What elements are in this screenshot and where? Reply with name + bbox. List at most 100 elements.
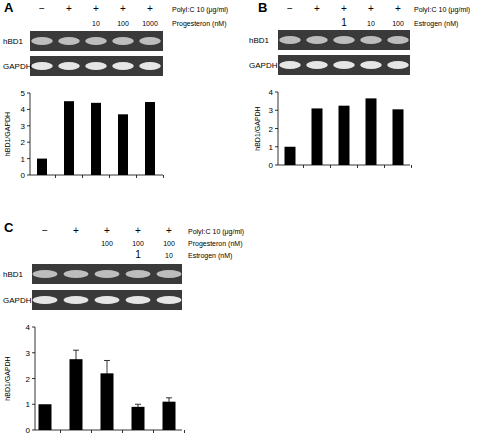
y-tick-label: 4 [26,323,31,332]
error-cap [166,405,172,406]
gel-band [360,36,382,44]
y-tick [32,430,35,431]
gel-label: GAPDH [3,62,32,71]
treatment-label: Progesteron (nM) [172,20,226,28]
x-tick [303,165,304,168]
bar [312,108,323,165]
error-cap [135,409,141,410]
gel-label: hBD1 [3,37,24,46]
treatment-cell: 1 [135,249,141,260]
gel-band [95,270,120,278]
x-tick [91,430,92,433]
error-bar [73,350,79,368]
treatment-cell: + [66,3,72,14]
y-tick-label: 3 [21,122,26,131]
treatment-cell: + [341,3,347,14]
treatment-cell: 100 [117,20,129,27]
bar [163,402,176,430]
x-tick [153,430,154,433]
gel-band [157,296,182,304]
gel-background [278,55,410,75]
y-tick [32,378,35,379]
gel-band [387,61,409,69]
gel-band [31,37,53,45]
gel-band [64,270,89,278]
treatment-cell: + [93,3,99,14]
gel-band [139,37,161,45]
bar [64,101,74,175]
error-cap [104,360,110,361]
gel-band [112,37,134,45]
gel-background [32,264,182,284]
gel-band [360,61,382,69]
y-tick-label: 1 [269,143,274,152]
gel-label: hBD1 [249,36,270,45]
x-tick [184,430,185,433]
error-cap [135,404,141,405]
x-tick [411,165,412,168]
treatment-cell: 100 [392,20,404,27]
treatment-cell: 1 [341,17,347,28]
treatment-cell: + [135,225,141,236]
panel: A−++++PolyI:C 10 (μg/ml)101001000Progest… [3,0,228,180]
gel-band [333,36,355,44]
y-tick-label: 2 [269,125,274,134]
y-tick-label: 4 [269,88,274,97]
y-tick [275,146,278,147]
gel-background [30,31,163,51]
error-cap [166,397,172,398]
treatment-cell: 1000 [142,20,158,27]
treatment-cell: 100 [101,240,113,247]
panel-label: B [258,0,267,15]
x-tick [55,175,56,178]
gel-band [157,270,182,278]
treatment-label: PolyI:C 10 (μg/ml) [172,6,228,14]
x-tick [60,430,61,433]
y-axis-label: hBD1/GAPDH [4,112,11,156]
gel-background [32,290,182,310]
panel: B−++++PolyI:C 10 (μg/ml)110100Estrogen (… [249,0,470,170]
panel-label: A [4,0,14,15]
y-tick [27,109,30,110]
treatment-cell: − [39,3,45,14]
treatment-cell: 10 [367,20,375,27]
bar [39,404,52,430]
y-tick [27,158,30,159]
y-tick [32,404,35,405]
gel-background [30,56,163,76]
x-tick [109,175,110,178]
gel-band [95,296,120,304]
bar [366,98,377,165]
treatment-cell: 100 [163,240,175,247]
y-tick [275,128,278,129]
error-line [76,350,77,368]
panel-label: C [4,220,14,235]
error-line [169,398,170,406]
treatment-cell: + [104,225,110,236]
y-tick-label: 0 [26,426,31,435]
panel: C−++++PolyI:C 10 (μg/ml)100100100Progest… [3,220,244,435]
bars [39,350,176,430]
treatment-label: Estrogen (nM) [188,252,232,260]
gel-band [31,62,53,70]
y-tick [27,93,30,94]
treatment-cell: 100 [132,240,144,247]
error-bar [104,360,110,386]
gel-band [85,37,107,45]
bar [145,102,155,175]
y-tick [275,110,278,111]
treatment-cell: + [314,3,320,14]
gel-band [387,36,409,44]
treatment-label: PolyI:C 10 (μg/ml) [414,6,470,14]
gel-label: GAPDH [249,61,278,70]
bars [285,98,404,165]
y-tick [27,125,30,126]
y-tick-label: 5 [21,89,26,98]
error-bar [135,404,141,409]
gel-band [85,62,107,70]
x-tick [330,165,331,168]
y-tick-label: 0 [269,161,274,170]
y-tick-label: 3 [269,106,274,115]
treatment-cell: − [287,3,293,14]
gel-band [279,36,301,44]
